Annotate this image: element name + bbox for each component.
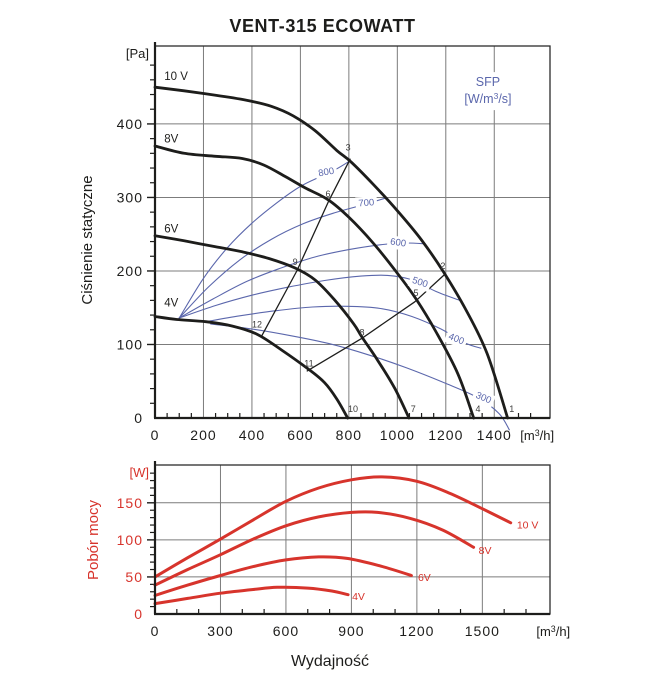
svg-text:Wydajność: Wydajność bbox=[291, 653, 369, 670]
svg-text:1200: 1200 bbox=[428, 427, 463, 443]
svg-text:1500: 1500 bbox=[465, 623, 500, 639]
svg-text:900: 900 bbox=[338, 623, 364, 639]
svg-text:2: 2 bbox=[440, 261, 445, 271]
svg-text:8: 8 bbox=[359, 328, 364, 338]
svg-text:6: 6 bbox=[325, 189, 330, 199]
svg-text:10 V: 10 V bbox=[164, 71, 188, 83]
svg-text:SFP: SFP bbox=[476, 75, 500, 89]
svg-text:800: 800 bbox=[318, 166, 336, 180]
svg-text:1000: 1000 bbox=[380, 427, 415, 443]
svg-text:8V: 8V bbox=[479, 545, 492, 557]
svg-text:4V: 4V bbox=[164, 298, 178, 310]
svg-text:600: 600 bbox=[287, 427, 313, 443]
svg-text:1: 1 bbox=[509, 404, 514, 414]
svg-text:150: 150 bbox=[117, 495, 143, 511]
svg-text:3: 3 bbox=[346, 143, 351, 153]
svg-text:Ciśnienie statyczne: Ciśnienie statyczne bbox=[79, 175, 96, 304]
svg-text:6V: 6V bbox=[418, 572, 431, 584]
svg-text:[W/m3/s]: [W/m3/s] bbox=[464, 91, 511, 106]
svg-text:50: 50 bbox=[125, 569, 143, 585]
svg-text:1400: 1400 bbox=[477, 427, 512, 443]
static-pressure-chart: 0 200 400 600 800 1000 1200 1400 0 100 200 300 400 [m… bbox=[79, 42, 554, 443]
svg-text:200: 200 bbox=[117, 263, 143, 279]
svg-text:0: 0 bbox=[151, 623, 160, 639]
svg-text:0: 0 bbox=[151, 427, 160, 443]
svg-text:600: 600 bbox=[389, 236, 406, 249]
svg-text:12: 12 bbox=[252, 320, 262, 330]
svg-text:1200: 1200 bbox=[399, 623, 434, 639]
svg-text:700: 700 bbox=[358, 197, 375, 209]
svg-text:300: 300 bbox=[207, 623, 233, 639]
svg-text:[Pa]: [Pa] bbox=[126, 46, 149, 61]
svg-text:[W]: [W] bbox=[130, 465, 150, 480]
svg-text:800: 800 bbox=[336, 427, 362, 443]
svg-text:10: 10 bbox=[348, 404, 358, 414]
svg-text:400: 400 bbox=[117, 116, 143, 132]
svg-text:4: 4 bbox=[475, 404, 480, 414]
svg-text:400: 400 bbox=[239, 427, 265, 443]
svg-text:11: 11 bbox=[304, 359, 313, 369]
svg-text:8V: 8V bbox=[164, 134, 178, 146]
svg-text:5: 5 bbox=[413, 288, 418, 298]
svg-text:0: 0 bbox=[134, 606, 143, 622]
svg-text:6V: 6V bbox=[164, 223, 178, 235]
chart-title: VENT-315 ECOWATT bbox=[229, 16, 416, 36]
svg-text:100: 100 bbox=[117, 532, 143, 548]
svg-text:100: 100 bbox=[117, 336, 143, 352]
svg-text:300: 300 bbox=[117, 189, 143, 205]
svg-text:4V: 4V bbox=[352, 591, 365, 603]
svg-text:200: 200 bbox=[190, 427, 216, 443]
svg-text:500: 500 bbox=[411, 275, 429, 290]
svg-text:0: 0 bbox=[134, 410, 143, 426]
svg-text:10 V: 10 V bbox=[517, 519, 539, 531]
svg-text:[m3/h]: [m3/h] bbox=[536, 624, 570, 639]
svg-text:7: 7 bbox=[411, 404, 416, 414]
svg-text:[m3/h]: [m3/h] bbox=[520, 428, 554, 443]
svg-text:600: 600 bbox=[273, 623, 299, 639]
svg-text:Pobór mocy: Pobór mocy bbox=[85, 499, 102, 580]
svg-text:9: 9 bbox=[293, 257, 298, 267]
